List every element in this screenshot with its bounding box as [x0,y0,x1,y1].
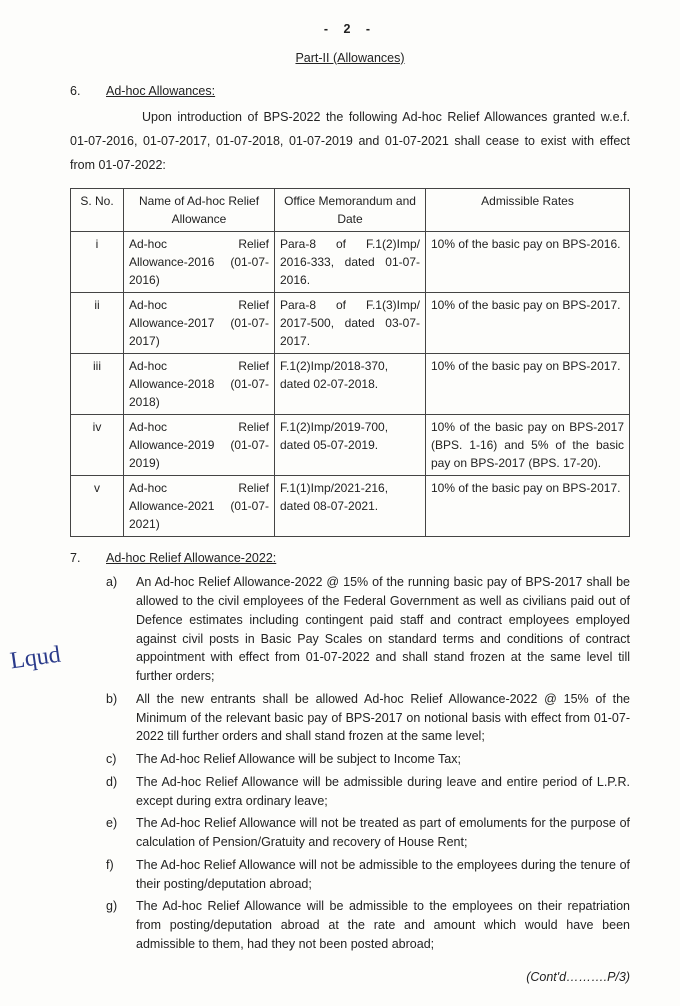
list-item: g)The Ad-hoc Relief Allowance will be ad… [106,897,630,953]
table-row: iiAd-hoc ReliefAllowance-2017 (01-07-201… [71,292,630,353]
part-title: Part-II (Allowances) [70,49,630,68]
cell-name: Ad-hoc ReliefAllowance-2019 (01-07-2019) [124,414,275,475]
list-item: d)The Ad-hoc Relief Allowance will be ad… [106,773,630,811]
cell-sno: iii [71,353,124,414]
section-7-head: 7. Ad-hoc Relief Allowance-2022: [70,549,630,568]
cell-sno: v [71,475,124,536]
document-page: - 2 - Part-II (Allowances) 6. Ad-hoc All… [0,0,680,1006]
list-item: e)The Ad-hoc Relief Allowance will not b… [106,814,630,852]
page-number: - 2 - [70,20,630,39]
item-text: All the new entrants shall be allowed Ad… [136,690,630,746]
cell-name: Ad-hoc ReliefAllowance-2018 (01-07-2018) [124,353,275,414]
th-sno: S. No. [71,188,124,231]
item-letter: c) [106,750,136,769]
cell-memo: Para-8 of F.1(3)Imp/ 2017-500, dated 03-… [275,292,426,353]
list-item: b)All the new entrants shall be allowed … [106,690,630,746]
item-text: The Ad-hoc Relief Allowance will be admi… [136,897,630,953]
cell-rate: 10% of the basic pay on BPS-2017. [426,353,630,414]
section-heading: Ad-hoc Allowances: [106,82,215,101]
continued-marker: (Cont'd……….P/3) [70,968,630,987]
allowances-table: S. No. Name of Ad-hoc Relief Allowance O… [70,188,630,537]
section-number: 7. [70,549,106,568]
cell-name: Ad-hoc ReliefAllowance-2021 (01-07-2021) [124,475,275,536]
section-heading: Ad-hoc Relief Allowance-2022: [106,549,276,568]
para-text: Upon introduction of BPS-2022 the follow… [70,110,630,172]
th-memo: Office Memorandum and Date [275,188,426,231]
item-text: The Ad-hoc Relief Allowance will be subj… [136,750,630,769]
item-letter: a) [106,573,136,686]
table-row: vAd-hoc ReliefAllowance-2021 (01-07-2021… [71,475,630,536]
item-text: An Ad-hoc Relief Allowance-2022 @ 15% of… [136,573,630,686]
th-rate: Admissible Rates [426,188,630,231]
cell-rate: 10% of the basic pay on BPS-2017. [426,475,630,536]
cell-memo: F.1(1)Imp/2021-216, dated 08-07-2021. [275,475,426,536]
th-name: Name of Ad-hoc Relief Allowance [124,188,275,231]
table-row: iiiAd-hoc ReliefAllowance-2018 (01-07-20… [71,353,630,414]
cell-name: Ad-hoc ReliefAllowance-2017 (01-07-2017) [124,292,275,353]
cell-memo: F.1(2)Imp/2019-700, dated 05-07-2019. [275,414,426,475]
section-7-list: a)An Ad-hoc Relief Allowance-2022 @ 15% … [70,573,630,953]
cell-rate: 10% of the basic pay on BPS-2017. [426,292,630,353]
list-item: f)The Ad-hoc Relief Allowance will not b… [106,856,630,894]
section-6-para: Upon introduction of BPS-2022 the follow… [70,106,630,177]
item-letter: b) [106,690,136,746]
item-letter: f) [106,856,136,894]
list-item: c)The Ad-hoc Relief Allowance will be su… [106,750,630,769]
item-text: The Ad-hoc Relief Allowance will be admi… [136,773,630,811]
item-letter: g) [106,897,136,953]
item-text: The Ad-hoc Relief Allowance will not be … [136,856,630,894]
cell-sno: i [71,231,124,292]
section-number: 6. [70,82,106,101]
table-row: ivAd-hoc ReliefAllowance-2019 (01-07-201… [71,414,630,475]
signature-mark: Lqud [8,637,63,680]
cell-memo: F.1(2)Imp/2018-370, dated 02-07-2018. [275,353,426,414]
cell-rate: 10% of the basic pay on BPS-2016. [426,231,630,292]
item-letter: d) [106,773,136,811]
item-text: The Ad-hoc Relief Allowance will not be … [136,814,630,852]
table-row: iAd-hoc ReliefAllowance-2016 (01-07-2016… [71,231,630,292]
cell-sno: iv [71,414,124,475]
cell-memo: Para-8 of F.1(2)Imp/ 2016-333, dated 01-… [275,231,426,292]
cell-sno: ii [71,292,124,353]
item-letter: e) [106,814,136,852]
list-item: a)An Ad-hoc Relief Allowance-2022 @ 15% … [106,573,630,686]
cell-name: Ad-hoc ReliefAllowance-2016 (01-07-2016) [124,231,275,292]
section-6-head: 6. Ad-hoc Allowances: [70,82,630,101]
cell-rate: 10% of the basic pay on BPS-2017 (BPS. 1… [426,414,630,475]
